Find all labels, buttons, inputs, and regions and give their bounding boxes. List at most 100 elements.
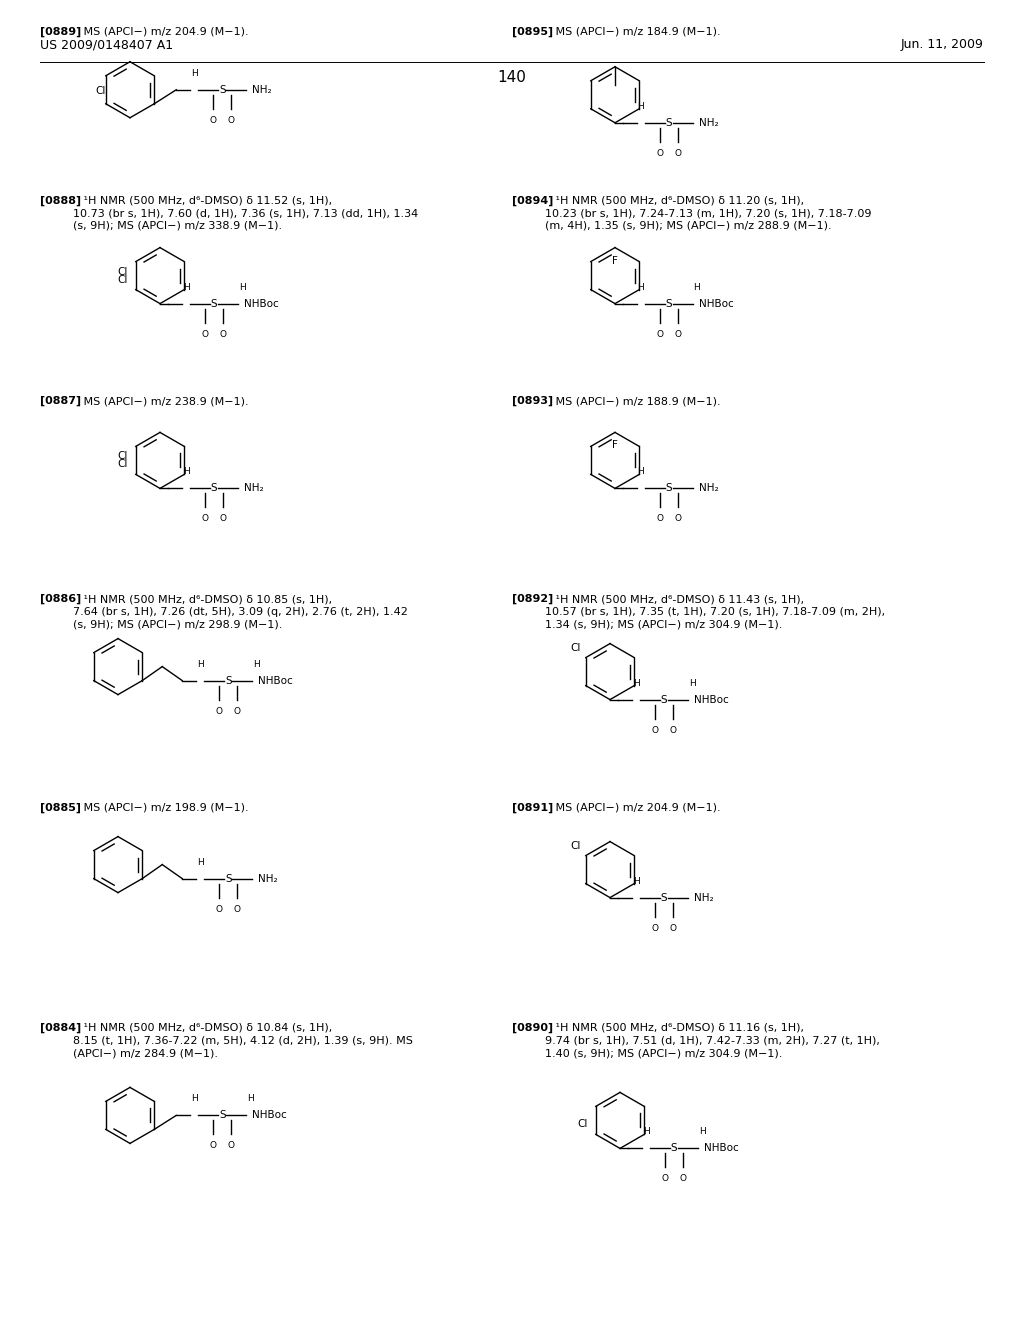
Text: O: O [233, 904, 241, 913]
Text: NHBoc: NHBoc [258, 676, 293, 685]
Text: H: H [698, 1127, 706, 1137]
Text: F: F [612, 256, 617, 265]
Text: NHBoc: NHBoc [699, 298, 734, 309]
Text: O: O [675, 515, 682, 524]
Text: F: F [612, 441, 617, 450]
Text: NH₂: NH₂ [252, 84, 272, 95]
Text: S: S [660, 892, 668, 903]
Text: H: H [633, 678, 639, 688]
Text: H: H [190, 69, 198, 78]
Text: H: H [197, 858, 204, 867]
Text: MS (APCI−) m/z 184.9 (M−1).: MS (APCI−) m/z 184.9 (M−1). [545, 26, 721, 37]
Text: O: O [651, 726, 658, 735]
Text: [0894]: [0894] [512, 195, 553, 206]
Text: US 2009/0148407 A1: US 2009/0148407 A1 [40, 38, 173, 51]
Text: S: S [666, 298, 673, 309]
Text: O: O [675, 330, 682, 339]
Text: O: O [227, 1142, 234, 1151]
Text: NHBoc: NHBoc [705, 1143, 738, 1154]
Text: Cl: Cl [118, 459, 128, 470]
Text: NH₂: NH₂ [694, 892, 714, 903]
Text: NH₂: NH₂ [699, 117, 719, 128]
Text: Jun. 11, 2009: Jun. 11, 2009 [901, 38, 984, 51]
Text: H: H [182, 467, 189, 477]
Text: [0887]: [0887] [40, 396, 81, 407]
Text: H: H [197, 660, 204, 669]
Text: H: H [239, 282, 246, 292]
Text: O: O [651, 924, 658, 933]
Text: H: H [247, 1094, 254, 1104]
Text: S: S [225, 874, 231, 883]
Text: [0885]: [0885] [40, 803, 81, 813]
Text: O: O [202, 330, 209, 339]
Text: O: O [233, 706, 241, 715]
Text: NHBoc: NHBoc [694, 694, 729, 705]
Text: S: S [211, 298, 217, 309]
Text: Cl: Cl [570, 643, 581, 652]
Text: [0886]: [0886] [40, 594, 81, 605]
Text: ¹H NMR (500 MHz, d⁶-DMSO) δ 11.43 (s, 1H),
10.57 (br s, 1H), 7.35 (t, 1H), 7.20 : ¹H NMR (500 MHz, d⁶-DMSO) δ 11.43 (s, 1H… [545, 594, 885, 630]
Text: [0895]: [0895] [512, 26, 553, 37]
Text: H: H [693, 282, 700, 292]
Text: NH₂: NH₂ [244, 483, 263, 494]
Text: MS (APCI−) m/z 238.9 (M−1).: MS (APCI−) m/z 238.9 (M−1). [73, 396, 249, 407]
Text: H: H [633, 876, 639, 886]
Text: O: O [219, 515, 226, 524]
Text: H: H [190, 1094, 198, 1104]
Text: NHBoc: NHBoc [252, 1110, 287, 1121]
Text: ¹H NMR (500 MHz, d⁶-DMSO) δ 11.16 (s, 1H),
9.74 (br s, 1H), 7.51 (d, 1H), 7.42-7: ¹H NMR (500 MHz, d⁶-DMSO) δ 11.16 (s, 1H… [545, 1023, 880, 1059]
Text: S: S [211, 483, 217, 494]
Text: O: O [210, 116, 217, 125]
Text: [0884]: [0884] [40, 1023, 81, 1034]
Text: O: O [675, 149, 682, 158]
Text: O: O [227, 116, 234, 125]
Text: ¹H NMR (500 MHz, d⁶-DMSO) δ 11.20 (s, 1H),
10.23 (br s, 1H), 7.24-7.13 (m, 1H), : ¹H NMR (500 MHz, d⁶-DMSO) δ 11.20 (s, 1H… [545, 195, 871, 231]
Text: H: H [182, 282, 189, 292]
Text: [0890]: [0890] [512, 1023, 553, 1034]
Text: [0891]: [0891] [512, 803, 553, 813]
Text: MS (APCI−) m/z 198.9 (M−1).: MS (APCI−) m/z 198.9 (M−1). [73, 803, 249, 813]
Text: S: S [219, 84, 225, 95]
Text: Cl: Cl [118, 451, 128, 462]
Text: H: H [643, 1127, 649, 1137]
Text: [0888]: [0888] [40, 195, 81, 206]
Text: O: O [656, 149, 664, 158]
Text: O: O [202, 515, 209, 524]
Text: Cl: Cl [95, 86, 105, 96]
Text: MS (APCI−) m/z 204.9 (M−1).: MS (APCI−) m/z 204.9 (M−1). [545, 803, 721, 813]
Text: H: H [688, 678, 695, 688]
Text: O: O [216, 904, 223, 913]
Text: NH₂: NH₂ [699, 483, 719, 494]
Text: S: S [660, 694, 668, 705]
Text: MS (APCI−) m/z 188.9 (M−1).: MS (APCI−) m/z 188.9 (M−1). [545, 396, 721, 407]
Text: S: S [225, 676, 231, 685]
Text: S: S [671, 1143, 677, 1154]
Text: S: S [219, 1110, 225, 1121]
Text: [0889]: [0889] [40, 26, 81, 37]
Text: Cl: Cl [118, 267, 128, 277]
Text: H: H [638, 467, 644, 477]
Text: ¹H NMR (500 MHz, d⁶-DMSO) δ 10.85 (s, 1H),
7.64 (br s, 1H), 7.26 (dt, 5H), 3.09 : ¹H NMR (500 MHz, d⁶-DMSO) δ 10.85 (s, 1H… [73, 594, 408, 630]
Text: O: O [219, 330, 226, 339]
Text: O: O [662, 1175, 669, 1184]
Text: O: O [680, 1175, 686, 1184]
Text: H: H [638, 102, 644, 111]
Text: O: O [670, 726, 677, 735]
Text: NH₂: NH₂ [258, 874, 278, 883]
Text: NHBoc: NHBoc [244, 298, 279, 309]
Text: O: O [670, 924, 677, 933]
Text: O: O [656, 330, 664, 339]
Text: Cl: Cl [570, 841, 581, 850]
Text: [0893]: [0893] [512, 396, 553, 407]
Text: 140: 140 [498, 70, 526, 84]
Text: O: O [216, 706, 223, 715]
Text: [0892]: [0892] [512, 594, 553, 605]
Text: O: O [210, 1142, 217, 1151]
Text: Cl: Cl [578, 1119, 588, 1130]
Text: S: S [666, 117, 673, 128]
Text: ¹H NMR (500 MHz, d⁶-DMSO) δ 11.52 (s, 1H),
10.73 (br s, 1H), 7.60 (d, 1H), 7.36 : ¹H NMR (500 MHz, d⁶-DMSO) δ 11.52 (s, 1H… [73, 195, 418, 231]
Text: S: S [666, 483, 673, 494]
Text: O: O [656, 515, 664, 524]
Text: H: H [638, 282, 644, 292]
Text: MS (APCI−) m/z 204.9 (M−1).: MS (APCI−) m/z 204.9 (M−1). [73, 26, 249, 37]
